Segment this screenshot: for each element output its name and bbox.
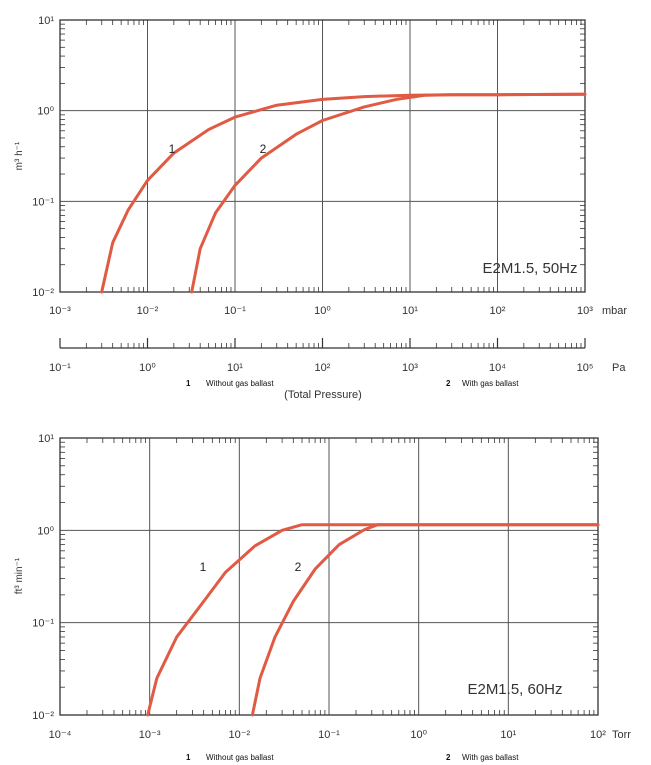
curve-label-1: 1 <box>200 560 207 574</box>
x-tick-label: 10⁰ <box>314 305 331 317</box>
x-tick-label: 10⁻³ <box>49 305 71 317</box>
curve-label-1: 1 <box>169 142 176 156</box>
y-tick-label: 10⁰ <box>37 106 54 118</box>
secondary-tick-label: 10² <box>315 362 331 374</box>
x-tick-label: 10² <box>490 305 506 317</box>
chart-2 <box>59 437 600 717</box>
x-tick-label: 10⁻⁴ <box>49 729 72 741</box>
secondary-tick-label: 10⁴ <box>489 362 506 374</box>
y-axis-label: ft³ min⁻¹ <box>14 557 25 594</box>
legend-text: Without gas ballast <box>206 379 274 388</box>
y-axis-label: m³ h⁻¹ <box>14 141 25 170</box>
plot-frame <box>59 437 599 716</box>
series-line-2 <box>190 92 587 294</box>
legend-number: 2 <box>446 379 451 388</box>
secondary-unit-label: Pa <box>612 362 626 374</box>
x-unit-label: Torr <box>612 729 631 741</box>
x-tick-label: 10¹ <box>402 305 418 317</box>
chart-1 <box>59 19 587 349</box>
y-tick-label: 10¹ <box>38 15 54 27</box>
y-tick-label: 10⁻² <box>32 710 54 722</box>
x-unit-label: mbar <box>602 305 627 317</box>
y-tick-label: 10⁰ <box>37 525 54 537</box>
x-tick-label: 10⁰ <box>410 729 427 741</box>
legend-text: With gas ballast <box>462 753 519 762</box>
x-tick-label: 10⁻² <box>137 305 159 317</box>
secondary-tick-label: 10⁵ <box>577 362 594 374</box>
x-tick-label: 10³ <box>577 305 593 317</box>
y-tick-label: 10⁻² <box>32 287 54 299</box>
secondary-tick-label: 10⁻¹ <box>49 362 71 374</box>
y-tick-label: 10⁻¹ <box>32 196 54 208</box>
x-tick-label: 10¹ <box>500 729 516 741</box>
legend-text: With gas ballast <box>462 379 519 388</box>
secondary-tick-label: 10⁰ <box>139 362 156 374</box>
secondary-tick-label: 10¹ <box>227 362 243 374</box>
curve-label-2: 2 <box>260 142 267 156</box>
x-tick-label: 10⁻³ <box>139 729 161 741</box>
x-tick-label: 10⁻¹ <box>224 305 246 317</box>
x-tick-label: 10² <box>590 729 606 741</box>
series-line-2 <box>250 523 600 717</box>
curve-label-2: 2 <box>295 560 302 574</box>
x-tick-label: 10⁻¹ <box>318 729 340 741</box>
y-tick-label: 10¹ <box>38 433 54 445</box>
legend-number: 1 <box>186 753 191 762</box>
secondary-tick-label: 10³ <box>402 362 418 374</box>
legend-number: 2 <box>446 753 451 762</box>
model-label: E2M1.5, 60Hz <box>467 681 562 698</box>
series-line-1 <box>146 523 600 717</box>
legend-text: Without gas ballast <box>206 753 274 762</box>
model-label: E2M1.5, 50Hz <box>482 260 577 277</box>
y-tick-label: 10⁻¹ <box>32 618 54 630</box>
plot-frame <box>59 19 586 293</box>
secondary-axis <box>59 338 586 349</box>
secondary-axis-caption: (Total Pressure) <box>284 389 362 401</box>
legend-number: 1 <box>186 379 191 388</box>
x-tick-label: 10⁻² <box>228 729 250 741</box>
